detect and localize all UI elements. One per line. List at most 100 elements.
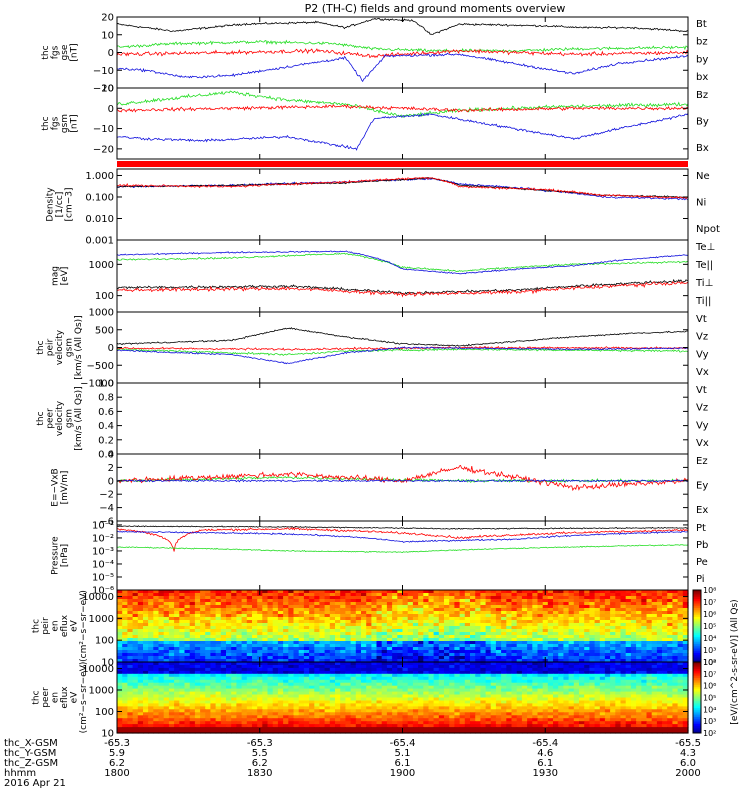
y-tick-label: 10000	[82, 664, 114, 675]
y-axis-label: thc	[36, 411, 46, 425]
y-axis-label: [nT]	[69, 43, 79, 61]
panel-peer-spectrogram	[116, 661, 689, 734]
time-tick-label: 2000	[675, 768, 700, 779]
y-tick-label: 10	[101, 30, 114, 41]
y-axis-label: gsm	[65, 409, 75, 428]
y-axis-label: velocity	[55, 329, 65, 365]
y-axis-label: peer	[41, 687, 51, 708]
legend-bz: bz	[696, 37, 708, 48]
series-pressure-0	[116, 525, 689, 530]
y-axis-label: en	[50, 692, 60, 703]
y-tick-label: 10⁻²	[92, 533, 114, 544]
series-peir-velocity-0	[116, 327, 689, 347]
y-tick-label: 10⁻³	[92, 546, 114, 557]
series-fgs-gse-2	[116, 48, 689, 59]
y-axis-label: thc	[31, 690, 41, 704]
y-axis-label: [eV]	[60, 267, 70, 286]
colorbar-tick: 10⁴	[703, 634, 716, 643]
legend-Vz: Vz	[696, 332, 708, 343]
y-tick-label: 100	[95, 636, 114, 647]
time-row-value: 6.0	[680, 758, 696, 769]
page-title: P2 (TH-C) fields and ground moments over…	[305, 2, 566, 15]
y-tick-label: 0.010	[85, 214, 114, 225]
legend-Pi: Pi	[696, 574, 705, 585]
legend-Ni: Ni	[696, 198, 706, 209]
series-temperature-0	[116, 252, 689, 273]
legend-bx: bx	[696, 72, 708, 83]
time-row-value: 6.2	[252, 758, 268, 769]
series-density-2	[116, 176, 689, 200]
legend-By: By	[696, 117, 709, 128]
series-temperature-3	[116, 281, 689, 298]
y-axis-label: gse	[60, 44, 70, 60]
y-tick-label: 1000	[89, 685, 114, 696]
panel-frame	[116, 453, 689, 522]
legend-Bt: Bt	[696, 19, 707, 30]
y-tick-label: 500	[95, 325, 114, 336]
y-tick-label: 0.0	[98, 450, 114, 461]
y-axis-label: peir	[46, 338, 56, 356]
series-fgs-gsm-2	[116, 113, 689, 151]
series-pressure-1	[116, 527, 689, 552]
time-row-value: 4.6	[537, 748, 553, 759]
legend-Bz: Bz	[696, 90, 708, 101]
y-tick-label: 10000	[82, 592, 114, 603]
plot-date: 2016 Apr 21	[4, 778, 66, 789]
time-row-label-2: thc_Z-GSM	[4, 758, 58, 769]
legend-Ey: Ey	[696, 481, 708, 492]
y-axis-label: [nPa]	[60, 544, 70, 567]
legend-Pb: Pb	[696, 540, 708, 551]
y-tick-label: 4	[108, 450, 114, 461]
y-tick-label: 10⁻⁵	[92, 572, 114, 583]
y-tick-label: 10⁻⁶	[92, 586, 114, 597]
y-axis-label: fgs	[50, 116, 60, 130]
series-efield-2	[116, 479, 689, 483]
y-axis-label: en	[50, 620, 60, 631]
legend-Vy: Vy	[696, 349, 709, 360]
colorbar-tick: 10³	[703, 717, 716, 726]
legend-Ez: Ez	[696, 456, 708, 467]
y-axis-label: eflux	[60, 686, 70, 709]
y-tick-label: 10	[101, 658, 114, 669]
legend-Te||: Te||	[695, 260, 713, 271]
panel-frame	[116, 87, 689, 160]
panel-temperature	[116, 239, 689, 313]
y-axis-label: E=−VxB	[50, 468, 60, 506]
time-row-value: 4.3	[680, 748, 696, 759]
y-axis-label: [1/cc]	[55, 192, 65, 218]
y-tick-label: 1000	[89, 614, 114, 625]
y-axis-label: gsm	[65, 338, 75, 357]
colorbar-tick: 10⁸	[703, 586, 716, 595]
panel-peir-velocity	[116, 311, 689, 384]
series-peir-velocity-1	[116, 347, 689, 357]
series-fgs-gsm-0	[116, 90, 689, 118]
y-axis-label: peir	[41, 617, 51, 635]
time-row-label-1: thc_Y-GSM	[4, 748, 56, 759]
legend-Ti⊥: Ti⊥	[695, 278, 713, 289]
y-tick-label: 1.000	[85, 171, 114, 182]
y-axis-label: [mV/m]	[60, 471, 70, 505]
colorbar-tick: 10⁶	[703, 682, 716, 691]
y-axis-label: gsm	[60, 114, 70, 133]
y-tick-label: 20	[101, 13, 114, 24]
legend-Bx: Bx	[696, 143, 709, 154]
y-tick-label: 0	[108, 104, 114, 115]
y-axis-label: [km/s (All Qs)]	[74, 386, 84, 450]
time-row-value: -65.3	[247, 738, 273, 749]
y-tick-label: −20	[93, 144, 114, 155]
y-tick-label: 0.001	[85, 236, 114, 247]
y-tick-label: 100	[95, 707, 114, 718]
y-axis-label: [km/s (All Qs)]	[74, 315, 84, 379]
colorbar-tick: 10³	[703, 646, 716, 655]
series-peir-velocity-3	[116, 346, 689, 365]
y-tick-label: 2	[108, 463, 114, 474]
time-tick-label: 1830	[247, 768, 272, 779]
y-tick-label: 0.100	[85, 192, 114, 203]
y-axis-label: [nT]	[69, 114, 79, 132]
y-tick-label: −20	[93, 84, 114, 95]
colorbar-0	[692, 589, 702, 663]
series-pressure-2	[116, 530, 689, 543]
y-tick-label: −500	[87, 361, 114, 372]
y-axis-label: thc	[36, 340, 46, 354]
